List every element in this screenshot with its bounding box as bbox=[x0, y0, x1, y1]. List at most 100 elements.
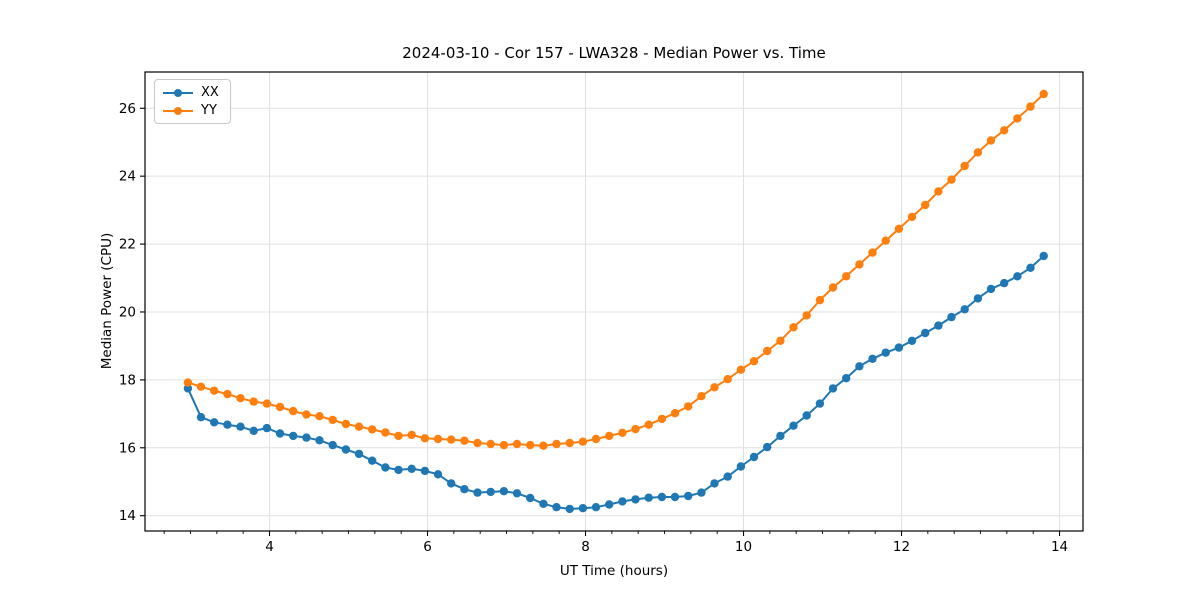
series-marker-YY bbox=[315, 412, 324, 421]
series-marker-XX bbox=[881, 348, 890, 357]
series-marker-YY bbox=[289, 406, 298, 416]
series-marker-YY bbox=[684, 402, 693, 411]
series-marker-YY bbox=[776, 336, 785, 345]
series-marker-YY bbox=[723, 375, 732, 384]
series-marker-XX bbox=[723, 472, 732, 481]
series-marker-YY bbox=[605, 431, 614, 441]
series-marker-XX bbox=[302, 433, 311, 442]
series-marker-XX bbox=[605, 500, 614, 509]
series-marker-XX bbox=[921, 328, 930, 338]
x-tick-label: 12 bbox=[893, 539, 910, 555]
series-marker-XX bbox=[631, 495, 640, 504]
series-marker-XX bbox=[210, 418, 219, 427]
series-marker-YY bbox=[236, 394, 245, 403]
series-marker-YY bbox=[921, 200, 930, 210]
y-tick-label: 18 bbox=[119, 372, 136, 388]
series-marker-XX bbox=[710, 479, 719, 488]
series-marker-YY bbox=[526, 440, 535, 450]
series-marker-XX bbox=[973, 294, 983, 303]
series-marker-YY bbox=[565, 438, 574, 448]
series-marker-YY bbox=[381, 428, 390, 437]
series-marker-YY bbox=[657, 414, 667, 424]
series-marker-YY bbox=[631, 424, 640, 434]
series-marker-YY bbox=[262, 399, 272, 408]
series-marker-XX bbox=[552, 503, 561, 512]
series-marker-XX bbox=[565, 504, 574, 514]
series-marker-XX bbox=[223, 420, 232, 429]
series-marker-XX bbox=[894, 343, 904, 352]
series-marker-XX bbox=[763, 442, 772, 452]
legend-marker-dot bbox=[174, 88, 182, 97]
series-marker-YY bbox=[552, 439, 561, 449]
series-marker-XX bbox=[262, 423, 272, 433]
series-marker-XX bbox=[460, 485, 469, 494]
y-tick-label: 26 bbox=[119, 101, 136, 117]
series-marker-XX bbox=[1000, 278, 1009, 288]
series-marker-XX bbox=[328, 440, 337, 450]
series-marker-XX bbox=[407, 464, 416, 473]
series-marker-XX bbox=[249, 426, 258, 435]
series-marker-XX bbox=[512, 489, 522, 498]
legend: XX YY bbox=[154, 79, 231, 124]
series-marker-YY bbox=[433, 434, 443, 444]
series-marker-XX bbox=[697, 488, 706, 497]
series-marker-YY bbox=[341, 419, 351, 429]
x-tick-label: 8 bbox=[581, 539, 590, 555]
series-marker-YY bbox=[670, 409, 680, 418]
series-marker-YY bbox=[578, 437, 588, 446]
y-tick-label: 24 bbox=[119, 169, 136, 185]
series-marker-YY bbox=[447, 435, 456, 444]
x-tick-label: 14 bbox=[1051, 539, 1068, 555]
series-marker-YY bbox=[302, 410, 311, 419]
series-marker-XX bbox=[828, 384, 838, 393]
series-marker-XX bbox=[486, 487, 495, 497]
series-marker-XX bbox=[499, 487, 509, 496]
legend-label: XX bbox=[201, 85, 219, 100]
x-tick-label: 6 bbox=[423, 539, 432, 555]
series-marker-XX bbox=[196, 413, 206, 422]
series-marker-YY bbox=[368, 425, 377, 434]
series-marker-YY bbox=[842, 272, 851, 281]
series-marker-YY bbox=[328, 415, 337, 425]
series-marker-YY bbox=[855, 260, 864, 269]
series-marker-YY bbox=[749, 357, 759, 366]
series-marker-XX bbox=[618, 497, 627, 506]
series-marker-XX bbox=[749, 452, 759, 462]
y-tick-label: 22 bbox=[119, 237, 136, 253]
series-marker-XX bbox=[802, 411, 811, 420]
series-marker-XX bbox=[526, 493, 535, 503]
series-marker-YY bbox=[828, 283, 838, 292]
series-marker-XX bbox=[289, 431, 298, 441]
series-marker-YY bbox=[1039, 89, 1048, 99]
series-marker-XX bbox=[934, 321, 943, 330]
series-marker-YY bbox=[512, 439, 522, 449]
series-marker-XX bbox=[354, 449, 364, 459]
series-marker-YY bbox=[907, 212, 917, 222]
series-marker-YY bbox=[618, 428, 627, 437]
series-marker-YY bbox=[275, 402, 285, 412]
series-marker-XX bbox=[591, 503, 601, 512]
series-marker-XX bbox=[1013, 272, 1022, 281]
series-marker-XX bbox=[341, 445, 351, 454]
series-marker-XX bbox=[578, 504, 588, 513]
series-marker-YY bbox=[196, 382, 206, 391]
series-marker-YY bbox=[249, 397, 258, 406]
series-marker-YY bbox=[710, 383, 719, 392]
series-marker-YY bbox=[539, 441, 548, 450]
series-marker-YY bbox=[1000, 126, 1009, 135]
series-marker-XX bbox=[684, 491, 693, 501]
legend-item-XX: XX bbox=[163, 86, 219, 99]
series-marker-YY bbox=[789, 323, 798, 332]
series-marker-YY bbox=[407, 430, 416, 440]
series-marker-YY bbox=[868, 248, 877, 257]
series-marker-XX bbox=[855, 362, 864, 371]
series-marker-YY bbox=[947, 175, 956, 184]
series-marker-YY bbox=[210, 386, 219, 395]
series-marker-YY bbox=[960, 161, 969, 171]
y-axis-label: Median Power (CPU) bbox=[99, 232, 115, 370]
series-marker-YY bbox=[394, 431, 403, 441]
series-marker-XX bbox=[420, 466, 430, 476]
legend-line-sample bbox=[163, 88, 193, 98]
series-marker-YY bbox=[1026, 102, 1035, 111]
series-marker-XX bbox=[236, 422, 245, 431]
